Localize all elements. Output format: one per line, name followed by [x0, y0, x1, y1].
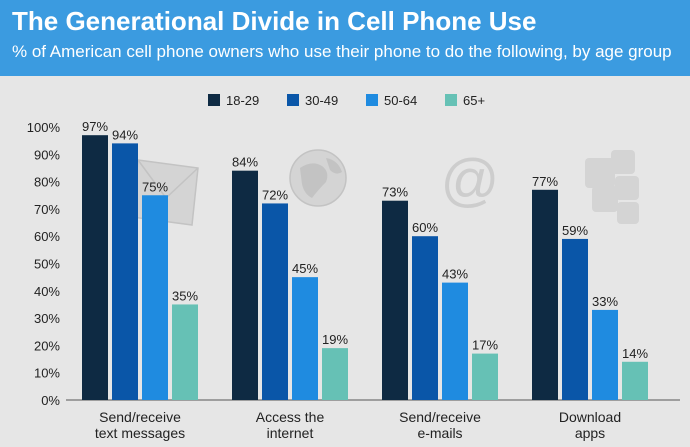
x-category-label: Send/receive text messages — [95, 409, 185, 441]
y-tick-label: 0% — [41, 393, 60, 408]
bar — [142, 195, 168, 400]
legend-swatch-30-49 — [287, 94, 299, 106]
legend-label-65-plus: 65+ — [463, 93, 485, 108]
bar-value-label: 33% — [592, 294, 618, 309]
y-tick-label: 40% — [34, 284, 60, 299]
x-category-label: Access the internet — [256, 409, 325, 441]
y-tick-label: 10% — [34, 366, 60, 381]
bar — [472, 353, 498, 400]
bar — [442, 282, 468, 400]
bar-value-label: 60% — [412, 220, 438, 235]
svg-text:@: @ — [441, 148, 500, 213]
bar — [382, 200, 408, 400]
bar-value-label: 84% — [232, 155, 258, 170]
bar — [262, 203, 288, 400]
y-tick-label: 100% — [27, 120, 61, 135]
bar — [532, 189, 558, 400]
bar — [172, 304, 198, 400]
y-tick-label: 90% — [34, 147, 60, 162]
x-category-label: Download apps — [559, 409, 621, 441]
legend-label-50-64: 50-64 — [384, 93, 417, 108]
bar — [412, 236, 438, 400]
y-axis: 0% 10% 20% 30% 40% 50% 60% 70% 80% 90% 100% — [27, 120, 61, 408]
legend-swatch-65-plus — [445, 94, 457, 106]
bars — [82, 135, 648, 400]
bar — [322, 348, 348, 400]
value-labels: 97% 94% 75% 35% 84% 72% 45% 19% 73% 60% 43% 17% 77% 5… — [82, 119, 648, 361]
bar — [592, 309, 618, 400]
chart-title: The Generational Divide in Cell Phone Us… — [12, 6, 537, 36]
bar-value-label: 17% — [472, 338, 498, 353]
bar — [232, 170, 258, 400]
globe-icon — [289, 149, 347, 207]
bar-value-label: 43% — [442, 267, 468, 282]
apps-icon — [585, 150, 639, 224]
bar-value-label: 45% — [292, 261, 318, 276]
bar-value-label: 97% — [82, 119, 108, 134]
legend-label-18-29: 18-29 — [226, 93, 259, 108]
bar-value-label: 75% — [142, 179, 168, 194]
bar-value-label: 73% — [382, 185, 408, 200]
bar — [622, 361, 648, 400]
legend: 18-29 30-49 50-64 65+ — [208, 93, 485, 108]
bar-value-label: 19% — [322, 332, 348, 347]
legend-swatch-50-64 — [366, 94, 378, 106]
legend-label-30-49: 30-49 — [305, 93, 338, 108]
y-tick-label: 30% — [34, 311, 60, 326]
bar-chart: @ 18-29 30-49 50-64 65+ 0% 10% 20% 30% 40% 50… — [27, 93, 680, 441]
legend-swatch-18-29 — [208, 94, 220, 106]
bar — [112, 143, 138, 400]
y-tick-label: 70% — [34, 202, 60, 217]
bar-value-label: 14% — [622, 346, 648, 361]
x-category-label: Send/receive e-mails — [399, 409, 481, 441]
bar — [292, 277, 318, 400]
chart-subtitle: % of American cell phone owners who use … — [12, 42, 672, 61]
y-tick-label: 20% — [34, 338, 60, 353]
bar-value-label: 59% — [562, 223, 588, 238]
y-tick-label: 60% — [34, 229, 60, 244]
bar-value-label: 72% — [262, 187, 288, 202]
bar — [82, 135, 108, 400]
bar-value-label: 94% — [112, 127, 138, 142]
bar-value-label: 35% — [172, 288, 198, 303]
bar-value-label: 77% — [532, 174, 558, 189]
chart-header: The Generational Divide in Cell Phone Us… — [0, 0, 690, 76]
at-sign-icon: @ — [441, 148, 500, 213]
bar — [562, 238, 588, 400]
x-axis: Send/receive text messages Access the inter… — [95, 409, 621, 441]
y-tick-label: 80% — [34, 175, 60, 190]
y-tick-label: 50% — [34, 257, 60, 272]
